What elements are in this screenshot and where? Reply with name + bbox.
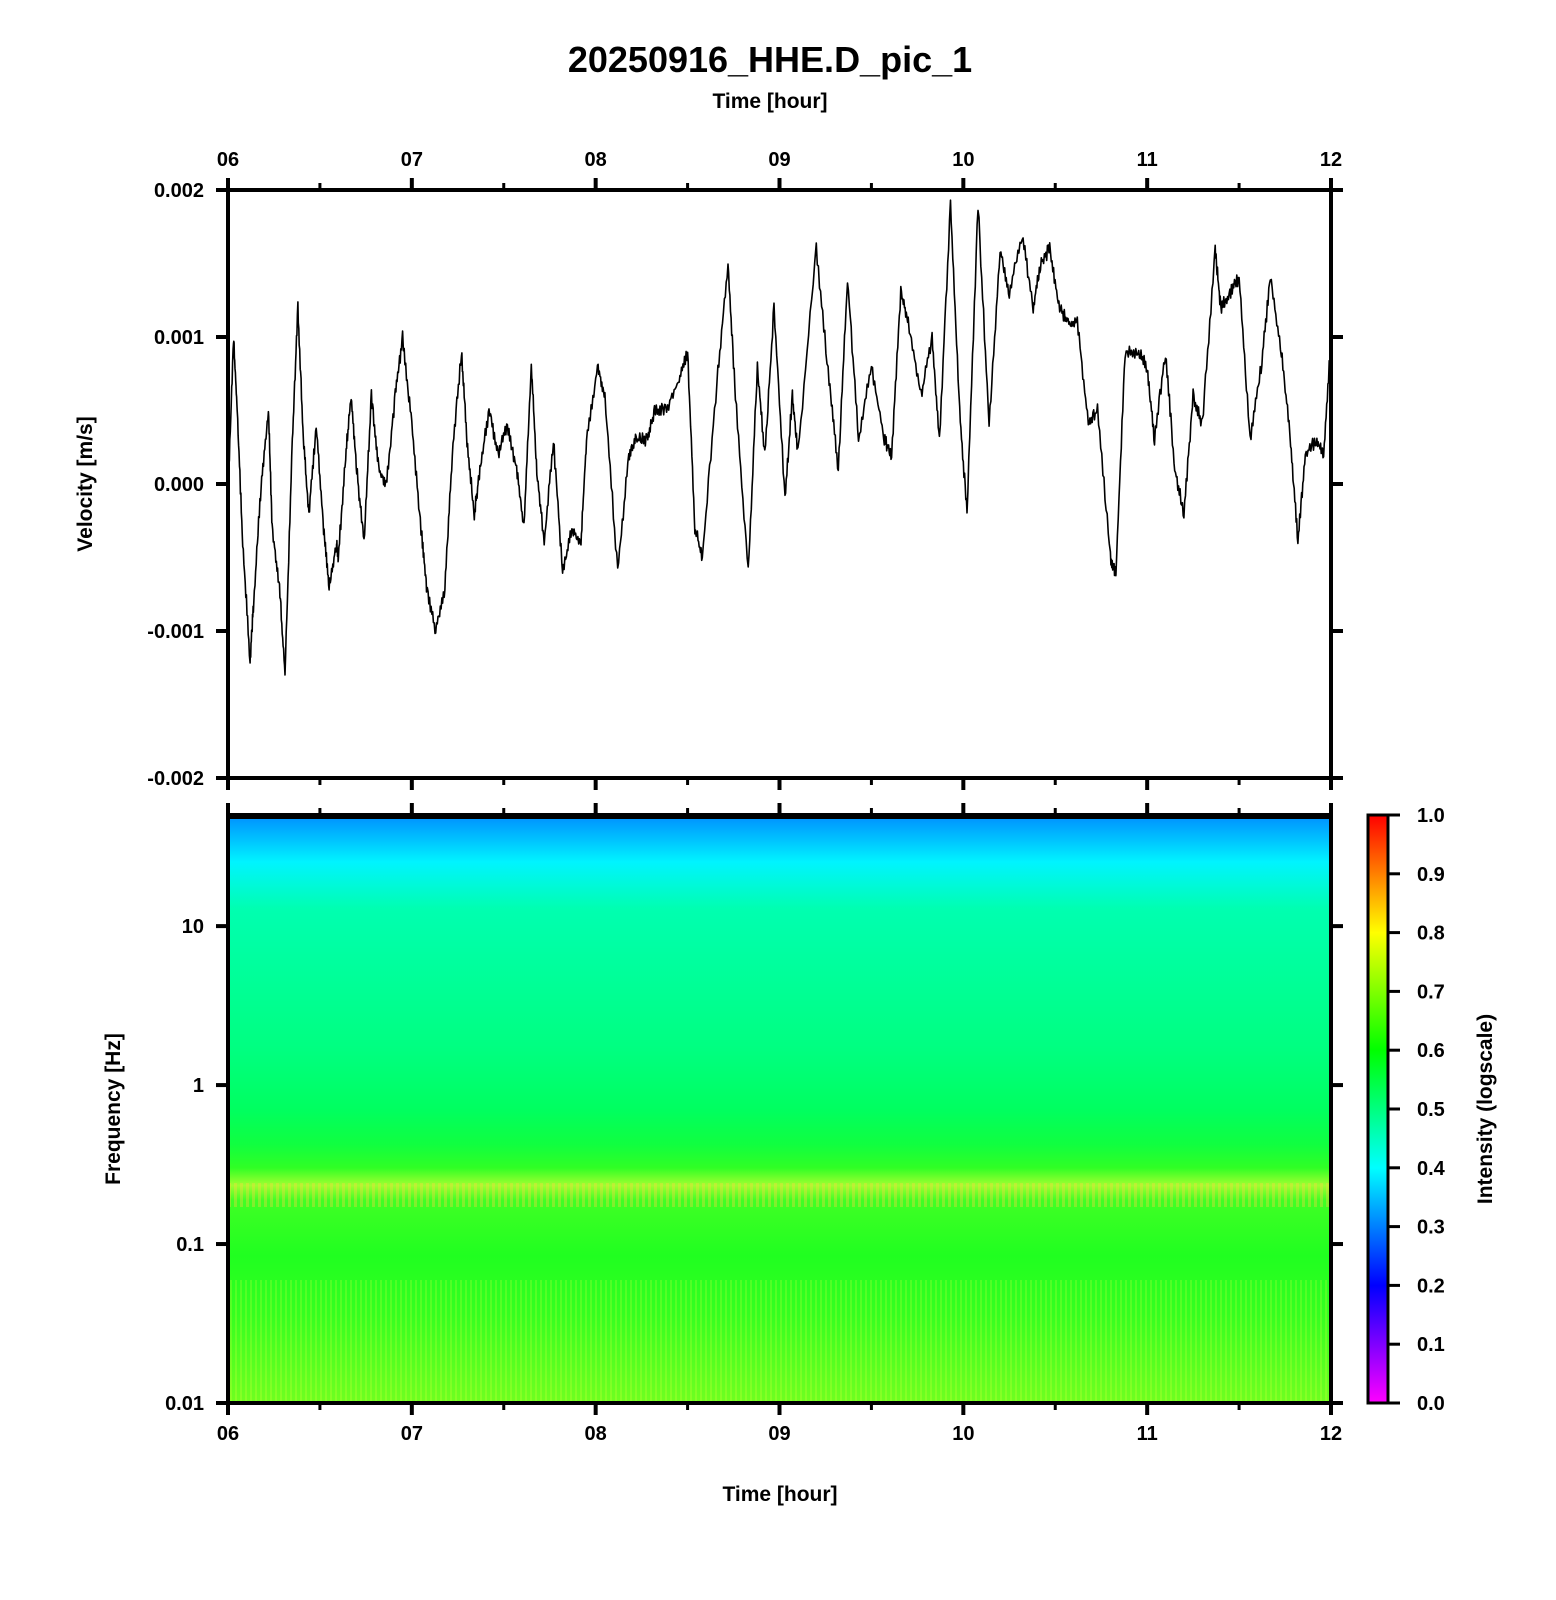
waveform-y-tick-label: 0.001: [154, 327, 204, 349]
colorbar-gradient: [1366, 813, 1390, 1405]
bottom-x-tick-label: 10: [952, 1423, 974, 1445]
spectrogram-band-texture: [228, 1183, 1331, 1207]
waveform-line: [227, 199, 1332, 676]
chart-title: 20250916_HHE.D_pic_1: [568, 39, 972, 80]
waveform-y-tick-label: 0.002: [154, 180, 204, 202]
bottom-x-tick-label: 11: [1137, 1423, 1158, 1445]
waveform-y-axis-label: Velocity [m/s]: [74, 416, 97, 551]
colorbar-tick-label: 0.2: [1417, 1275, 1445, 1297]
top-x-tick-label: 06: [217, 149, 239, 171]
top-x-tick-label: 08: [585, 149, 607, 171]
colorbar-tick-label: 0.5: [1417, 1099, 1445, 1121]
colorbar-tick-label: 0.3: [1417, 1217, 1445, 1239]
colorbar-tick-label: 0.6: [1417, 1040, 1445, 1062]
spectrogram-y-tick-label: 0.01: [165, 1393, 204, 1415]
spectrogram-y-tick-label: 10: [182, 916, 204, 938]
spectrogram-panel: Frequency [Hz] Time [hour]: [102, 813, 1333, 1506]
waveform-y-tick-label: -0.002: [147, 768, 204, 790]
bottom-x-tick-label: 07: [401, 1423, 423, 1445]
colorbar-tick-label: 0.7: [1417, 981, 1445, 1003]
waveform-panel: Velocity [m/s]: [74, 188, 1333, 780]
colorbar-tick-label: 0.0: [1417, 1393, 1445, 1415]
top-x-tick-label: 07: [401, 149, 423, 171]
bottom-x-tick-label: 12: [1320, 1423, 1342, 1445]
top-x-axis-label: Time [hour]: [712, 90, 827, 113]
colorbar: Intensity (logscale): [1366, 813, 1497, 1405]
colorbar-label: Intensity (logscale): [1474, 1014, 1497, 1204]
top-x-tick-label: 10: [952, 149, 974, 171]
bottom-x-tick-label: 09: [768, 1423, 790, 1445]
colorbar-tick-label: 0.4: [1417, 1158, 1446, 1180]
waveform-frame: [226, 188, 1333, 780]
waveform-y-tick-label: 0.000: [154, 474, 204, 496]
bottom-x-axis-label: Time [hour]: [722, 1483, 837, 1506]
top-x-tick-label: 12: [1320, 149, 1342, 171]
colorbar-tick-label: 0.8: [1417, 923, 1445, 945]
top-x-tick-label: 11: [1137, 149, 1158, 171]
spectrogram-y-tick-label: 0.1: [176, 1234, 204, 1256]
colorbar-tick-label: 0.9: [1417, 864, 1445, 886]
axis-ticks: 06 06 07 07 08 08 09 09 10 10 11 11 12 12 0.002 0.001 0.…: [147, 149, 1445, 1445]
bottom-x-tick-label: 08: [585, 1423, 607, 1445]
spectrogram-y-axis-label: Frequency [Hz]: [102, 1033, 125, 1185]
bottom-x-tick-label: 06: [217, 1423, 239, 1445]
spectrogram-y-tick-label: 1: [193, 1075, 204, 1097]
spectrogram-texture: [228, 1280, 1331, 1403]
waveform-y-tick-label: -0.001: [147, 621, 204, 643]
colorbar-tick-label: 1.0: [1417, 805, 1445, 827]
top-x-tick-label: 09: [768, 149, 790, 171]
colorbar-tick-label: 0.1: [1417, 1334, 1445, 1356]
